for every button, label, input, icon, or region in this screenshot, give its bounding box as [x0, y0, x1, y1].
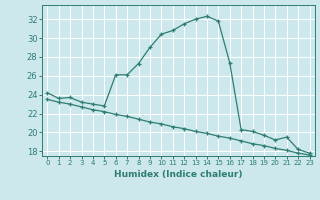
- X-axis label: Humidex (Indice chaleur): Humidex (Indice chaleur): [114, 170, 243, 179]
